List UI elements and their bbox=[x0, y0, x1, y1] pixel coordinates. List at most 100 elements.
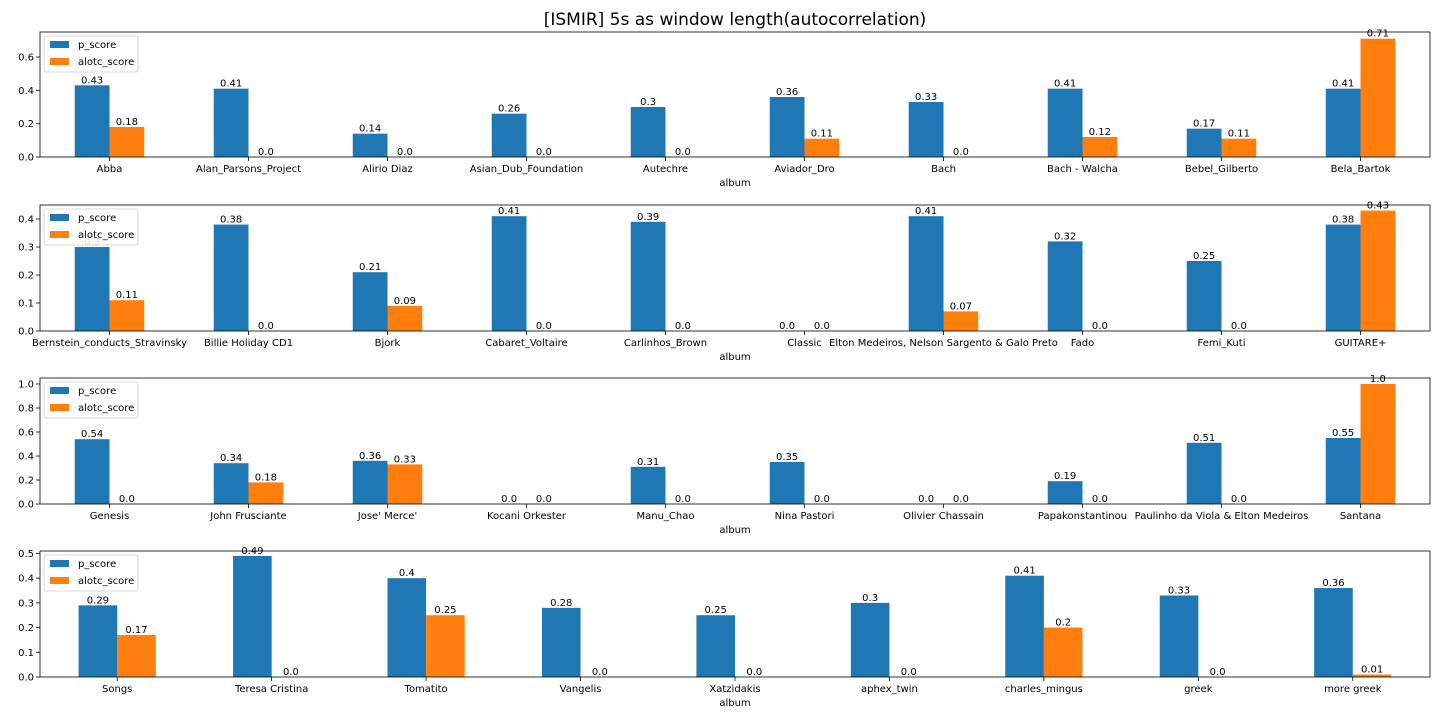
bar-p_score bbox=[491, 216, 527, 331]
bar-p_score bbox=[1325, 438, 1361, 504]
bar-alotc_score bbox=[1352, 674, 1392, 677]
bar-alotc_score bbox=[109, 127, 145, 157]
bar-alotc_score bbox=[426, 615, 465, 677]
y-tick-label: 0.2 bbox=[18, 271, 34, 282]
bar-p_score bbox=[491, 113, 527, 157]
bar-alotc_score bbox=[1082, 137, 1118, 157]
x-tick-label: Kocani Orkester bbox=[487, 511, 567, 522]
bar-p_score bbox=[233, 555, 272, 677]
bar-alotc_score bbox=[804, 138, 840, 157]
bar-value-label: 0.18 bbox=[255, 472, 277, 483]
legend-swatch-alotc_score bbox=[50, 404, 69, 411]
legend-swatch-p_score bbox=[50, 214, 69, 221]
y-tick-label: 0.3 bbox=[18, 243, 34, 254]
legend-label-p_score: p_score bbox=[78, 40, 116, 51]
bar-value-label: 0.11 bbox=[116, 290, 138, 301]
subplot-2: 0.3 0.38 0.21 0.41 0.39 0.0 0.41 0.32 0.25 0.38 0.… bbox=[18, 201, 1431, 363]
bar-value-label: 0.12 bbox=[1089, 127, 1111, 138]
bar-value-label: 0.0 bbox=[814, 321, 830, 332]
figure-title: [ISMIR] 5s as window length(autocorrelat… bbox=[544, 10, 927, 30]
x-tick-label: Autechre bbox=[643, 164, 688, 175]
x-tick-label: Xatzidakis bbox=[709, 684, 760, 695]
y-tick-label: 0.0 bbox=[18, 153, 34, 164]
x-tick-label: Alan_Parsons_Project bbox=[196, 164, 301, 175]
legend-label-p_score: p_score bbox=[78, 213, 116, 224]
x-tick-label: Femi_Kuti bbox=[1198, 338, 1246, 349]
y-tick-label: 0.4 bbox=[18, 215, 34, 226]
axes-frame bbox=[39, 204, 1431, 332]
x-tick-label: Bela_Bartok bbox=[1331, 164, 1391, 175]
y-tick-label: 0.4 bbox=[18, 574, 34, 585]
bar-value-label: 0.36 bbox=[359, 451, 381, 462]
bar-value-label: 0.0 bbox=[592, 667, 608, 678]
bar-value-label: 0.0 bbox=[119, 494, 135, 505]
bar-value-label: 0.4 bbox=[399, 568, 415, 579]
x-tick-label: Manu_Chao bbox=[637, 511, 695, 522]
legend-swatch-alotc_score bbox=[50, 58, 69, 65]
y-tick-label: 0.0 bbox=[18, 500, 34, 511]
y-tick-label: 0.0 bbox=[18, 673, 34, 684]
legend-swatch-p_score bbox=[50, 387, 69, 394]
x-tick-label: Aviador_Dro bbox=[774, 164, 834, 175]
bar-p_score bbox=[908, 216, 944, 331]
bar-p_score bbox=[213, 88, 249, 157]
bar-value-label: 0.54 bbox=[81, 429, 103, 440]
bar-value-label: 0.49 bbox=[241, 546, 263, 557]
bar-p_score bbox=[352, 460, 388, 504]
bar-p_score bbox=[1325, 224, 1361, 331]
y-tick-label: 0.6 bbox=[18, 428, 34, 439]
legend-label-alotc_score: alotc_score bbox=[78, 576, 134, 587]
bar-value-label: 0.11 bbox=[811, 129, 833, 140]
bar-value-label: 0.41 bbox=[498, 206, 520, 217]
bar-value-label: 0.0 bbox=[953, 494, 969, 505]
bar-value-label: 0.33 bbox=[1168, 585, 1190, 596]
subplots: 0.43 0.410.140.260.30.36 0.330.410.170.410… bbox=[18, 29, 1431, 709]
bar-alotc_score bbox=[1360, 384, 1396, 504]
bar-value-label: 0.0 bbox=[901, 667, 917, 678]
y-tick-label: 0.5 bbox=[18, 549, 34, 560]
bar-value-label: 0.0 bbox=[501, 494, 517, 505]
bar-p_score bbox=[696, 615, 735, 677]
axes-frame bbox=[39, 31, 1431, 158]
bar-value-label: 0.3 bbox=[862, 593, 878, 604]
x-tick-label: Cabaret_Voltaire bbox=[485, 338, 567, 349]
bar-value-label: 0.0 bbox=[953, 147, 969, 158]
bar-value-label: 0.21 bbox=[359, 262, 381, 273]
y-tick-label: 0.0 bbox=[18, 327, 34, 338]
bar-p_score bbox=[769, 97, 805, 157]
bar-p_score bbox=[1314, 588, 1353, 677]
x-tick-label: Classic bbox=[787, 338, 822, 349]
x-tick-label: Vangelis bbox=[560, 684, 602, 695]
x-axis-label: album bbox=[719, 698, 750, 709]
x-tick-label: Santana bbox=[1340, 511, 1381, 522]
bar-p_score bbox=[630, 466, 666, 504]
x-tick-label: GUITARE+ bbox=[1335, 338, 1387, 349]
x-tick-label: charles_mingus bbox=[1005, 684, 1083, 695]
x-tick-label: Abba bbox=[97, 164, 123, 175]
bar-value-label: 0.19 bbox=[1054, 471, 1076, 482]
bar-value-label: 0.31 bbox=[637, 457, 659, 468]
bar-p_score bbox=[769, 462, 805, 504]
y-tick-label: 0.8 bbox=[18, 404, 34, 415]
x-tick-label: more greek bbox=[1324, 684, 1382, 695]
bar-value-label: 0.3 bbox=[640, 97, 656, 108]
legend-swatch-alotc_score bbox=[50, 577, 69, 584]
y-tick-label: 0.4 bbox=[18, 452, 34, 463]
x-axis-label: album bbox=[719, 352, 750, 363]
bar-value-label: 0.38 bbox=[220, 215, 242, 226]
bar-alotc_score bbox=[943, 311, 979, 331]
bar-p_score bbox=[387, 578, 427, 677]
x-tick-label: Bach bbox=[931, 164, 956, 175]
bar-value-label: 0.0 bbox=[779, 321, 795, 332]
bar-value-label: 0.11 bbox=[1228, 129, 1250, 140]
x-tick-label: Tomatito bbox=[404, 684, 448, 695]
bar-value-label: 0.34 bbox=[220, 453, 242, 464]
bar-p_score bbox=[630, 107, 666, 157]
bar-value-label: 0.39 bbox=[637, 212, 659, 223]
x-tick-label: Bebel_Gilberto bbox=[1185, 164, 1258, 175]
bar-p_score bbox=[74, 439, 110, 504]
bar-value-label: 0.0 bbox=[675, 321, 691, 332]
bar-p_score bbox=[908, 102, 944, 157]
x-tick-label: Asian_Dub_Foundation bbox=[470, 164, 584, 175]
x-tick-label: Elton Medeiros, Nelson Sargento & Galo P… bbox=[829, 338, 1058, 349]
